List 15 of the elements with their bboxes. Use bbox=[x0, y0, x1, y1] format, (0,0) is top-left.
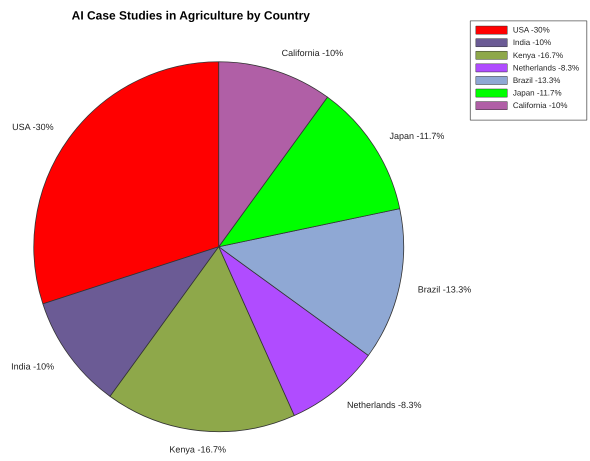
slice-label: Kenya -16.7% bbox=[169, 444, 226, 454]
legend-label: Brazil -13.3% bbox=[512, 76, 560, 85]
slice-label: Netherlands -8.3% bbox=[346, 400, 422, 410]
legend-label: USA -30% bbox=[512, 26, 550, 35]
slice-label: Brazil -13.3% bbox=[418, 284, 472, 294]
slice-label: Japan -11.7% bbox=[389, 131, 444, 141]
legend-label: India -10% bbox=[512, 38, 552, 48]
legend-label: Netherlands -8.3% bbox=[512, 63, 580, 72]
slice-label: USA -30% bbox=[12, 122, 54, 132]
slice-label: California -10% bbox=[282, 48, 344, 58]
chart-title: AI Case Studies in Agriculture by Country bbox=[72, 8, 310, 22]
legend-label: Japan -11.7% bbox=[512, 88, 562, 98]
legend-label: California -10% bbox=[512, 101, 568, 110]
slice-label: India -10% bbox=[11, 361, 54, 372]
legend-label: Kenya -16.7% bbox=[512, 50, 564, 60]
